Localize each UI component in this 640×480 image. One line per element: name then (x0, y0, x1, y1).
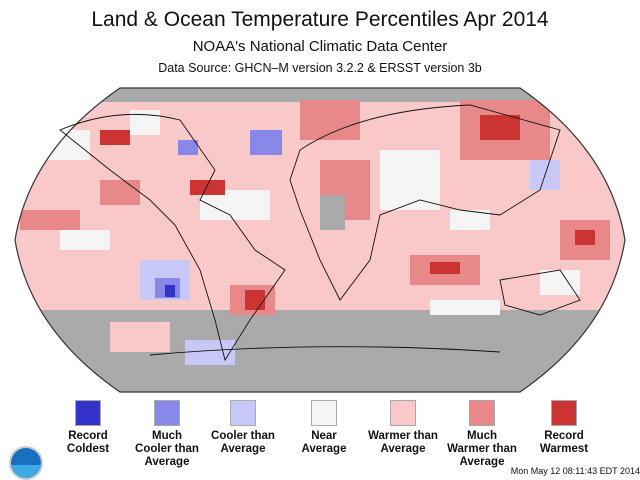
map-title: Land & Ocean Temperature Percentiles Apr… (91, 8, 549, 31)
legend-label: Cooler than (135, 443, 199, 455)
antarctic-no-data (15, 310, 625, 392)
legend-label: Much (151, 430, 183, 442)
record-coldest-region (165, 285, 175, 297)
legend-label: Average (301, 443, 347, 455)
legend-label: Average (459, 456, 505, 468)
legend-item-cooler: Cooler than Average (203, 400, 283, 456)
legend-label: Average (220, 443, 266, 455)
legend-swatch (390, 400, 416, 426)
legend-label: Warmest (539, 443, 589, 455)
legend-swatch (75, 400, 101, 426)
legend-swatch (230, 400, 256, 426)
legend-label: Warmer than (368, 430, 438, 442)
map-subtitle: NOAA's National Climatic Data Center (192, 38, 448, 55)
map-outline (14, 87, 626, 393)
legend-swatch (551, 400, 577, 426)
legend-label: Record (544, 430, 584, 442)
legend-label: Average (380, 443, 426, 455)
coastlines (59, 104, 581, 362)
record-warmest-regions (100, 115, 595, 310)
no-data-region (320, 195, 345, 230)
legend-swatch (311, 400, 337, 426)
legend-item-warmer: Warmer than Average (363, 400, 443, 456)
legend-item-much-cooler: Much Cooler than Average (127, 400, 207, 469)
noaa-logo (9, 446, 43, 480)
legend-label: Coldest (66, 443, 110, 455)
warmer-region (110, 322, 170, 352)
legend-item-much-warmer: Much Warmer than Average (442, 400, 522, 469)
legend-label: Cooler than (211, 430, 275, 442)
arctic-no-data (15, 88, 625, 102)
data-source: Data Source: GHCN–M version 3.2.2 & ERSS… (158, 61, 482, 75)
legend-item-record-warmest: Record Warmest (524, 400, 604, 456)
legend-swatch (154, 400, 180, 426)
timestamp: Mon May 12 08:11:43 EDT 2014 (510, 466, 640, 476)
legend-label: Average (144, 456, 190, 468)
legend-label: Much (466, 430, 498, 442)
legend-item-near-average: Near Average (284, 400, 364, 456)
legend-label: Near (311, 430, 337, 442)
legend-label: Warmer than (447, 443, 517, 455)
legend-item-record-coldest: Record Coldest (48, 400, 128, 456)
legend-label: Record (68, 430, 108, 442)
legend-swatch (469, 400, 495, 426)
